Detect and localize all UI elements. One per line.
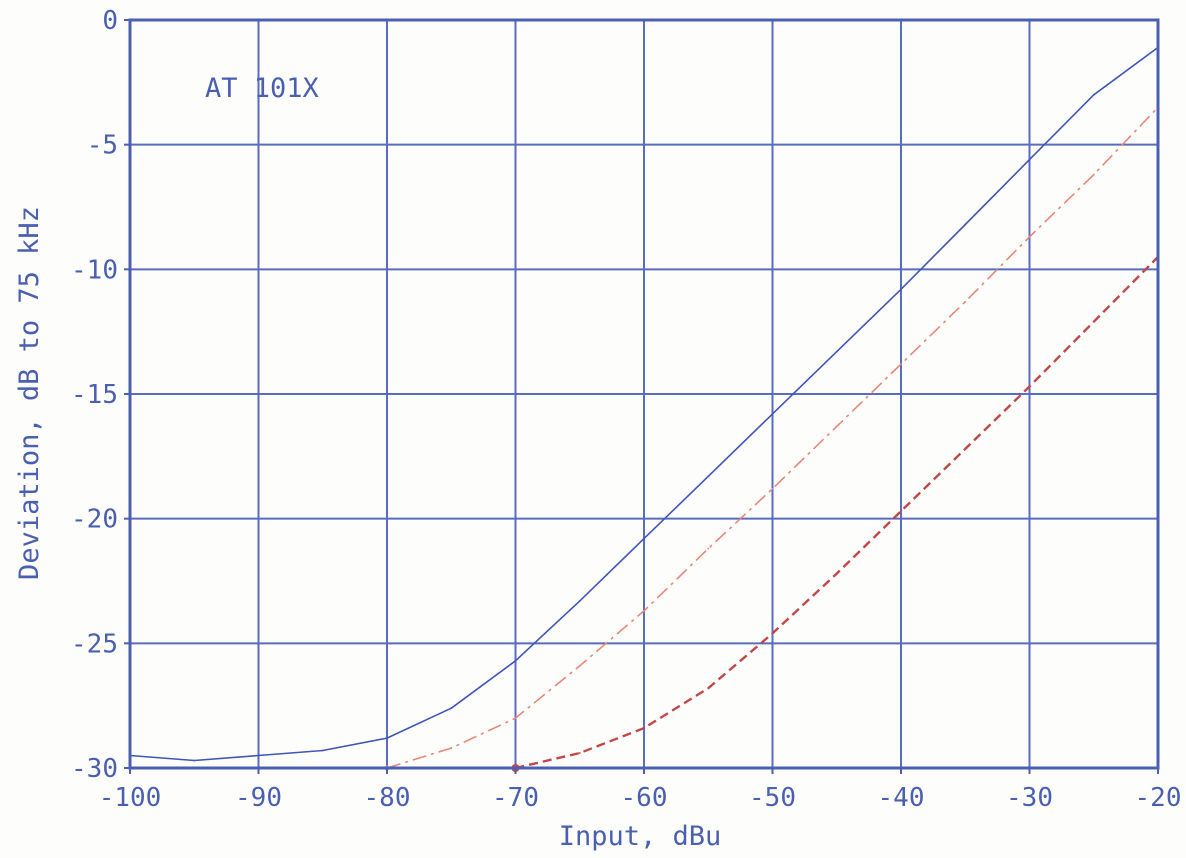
data-point bbox=[450, 747, 453, 749]
data-point bbox=[257, 754, 260, 757]
x-tick-label: -100 bbox=[99, 783, 162, 813]
x-tick-label: -90 bbox=[235, 783, 282, 813]
series-line-3-dashed bbox=[515, 256, 1159, 770]
tick-labels: -100 -90 -80 -70 -60 -50 -40 -30 -20 0 -5 -10 -15 -20… bbox=[71, 6, 1181, 813]
y-axis-label: Deviation, dB to 75 kHz bbox=[14, 206, 45, 580]
data-point bbox=[1028, 158, 1031, 161]
data-point bbox=[193, 759, 196, 762]
y-tick-label: 0 bbox=[102, 6, 118, 36]
data-point bbox=[707, 475, 710, 478]
data-point bbox=[450, 707, 453, 710]
x-axis-label: Input, dBu bbox=[559, 821, 722, 852]
y-tick-label: -10 bbox=[71, 255, 118, 285]
x-tick-label: -70 bbox=[492, 783, 539, 813]
data-point bbox=[321, 749, 324, 752]
y-tick-label: -15 bbox=[71, 380, 118, 410]
y-tick-label: -5 bbox=[87, 131, 118, 161]
data-point bbox=[900, 363, 902, 365]
data-point bbox=[1028, 236, 1031, 238]
data-point bbox=[835, 425, 838, 428]
data-point bbox=[578, 752, 581, 754]
data-point bbox=[643, 537, 645, 540]
data-point bbox=[643, 610, 645, 612]
data-point bbox=[900, 510, 902, 513]
y-tick-label: -30 bbox=[71, 754, 118, 784]
data-point bbox=[514, 659, 517, 662]
data-point bbox=[771, 632, 774, 635]
x-tick-label: -30 bbox=[1006, 783, 1053, 813]
data-point bbox=[578, 600, 581, 602]
data-point bbox=[964, 300, 967, 303]
x-tick-label: -50 bbox=[749, 783, 796, 813]
data-point bbox=[835, 350, 838, 353]
x-tick-label: -40 bbox=[878, 783, 925, 813]
data-point bbox=[964, 223, 967, 226]
data-point bbox=[964, 447, 967, 450]
x-tick-label: -60 bbox=[621, 783, 668, 813]
x-tick-label: -80 bbox=[364, 783, 411, 813]
x-tick-label: -20 bbox=[1135, 783, 1182, 813]
grid bbox=[130, 20, 1158, 768]
data-point bbox=[771, 487, 774, 490]
chart-annotation: AT 101X bbox=[205, 73, 319, 104]
data-point bbox=[1092, 173, 1095, 176]
data-point bbox=[386, 737, 388, 739]
data-point bbox=[835, 572, 838, 575]
data-point bbox=[578, 664, 581, 667]
data-point bbox=[900, 288, 902, 291]
data-point bbox=[643, 727, 645, 730]
y-tick-label: -20 bbox=[71, 505, 118, 535]
data-point bbox=[707, 547, 710, 550]
data-point bbox=[1028, 385, 1031, 388]
data-point bbox=[707, 687, 710, 690]
data-point bbox=[1092, 320, 1095, 323]
data-point bbox=[771, 413, 774, 415]
y-tick-label: -25 bbox=[71, 629, 118, 659]
data-point bbox=[1092, 93, 1095, 96]
data-point bbox=[514, 717, 517, 720]
